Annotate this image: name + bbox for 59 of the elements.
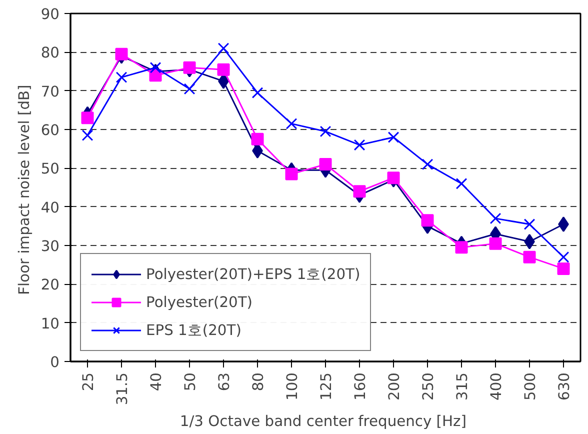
y-tick-label: 90	[40, 6, 60, 23]
x-axis-title: 1/3 Octave band center frequency [Hz]	[180, 413, 466, 430]
x-tick-label: 630	[556, 372, 573, 400]
point	[81, 112, 94, 124]
point	[116, 72, 128, 83]
point	[388, 132, 400, 143]
x-tick-label: 400	[488, 372, 505, 400]
y-tick-label: 80	[40, 44, 60, 62]
y-tick-label: 50	[40, 160, 60, 178]
point	[115, 48, 128, 60]
point	[524, 218, 536, 230]
point	[320, 126, 332, 138]
point	[285, 168, 298, 180]
point	[319, 158, 332, 171]
x-tick-label: 125	[318, 372, 335, 400]
point	[252, 87, 264, 98]
point	[82, 130, 94, 141]
y-tick-label: 60	[40, 122, 60, 139]
point	[353, 185, 366, 198]
point	[218, 42, 230, 54]
point	[286, 118, 298, 130]
x-tick-label: 31.5	[114, 372, 131, 406]
point	[489, 237, 502, 250]
y-tick-label: 0	[50, 354, 60, 371]
x-tick-label: 200	[386, 372, 403, 400]
point	[523, 250, 536, 264]
y-tick-label: 30	[40, 238, 60, 255]
x-tick-label: 50	[182, 372, 199, 392]
point	[251, 132, 264, 146]
y-tick-label: 10	[40, 315, 60, 332]
point	[490, 212, 502, 224]
point	[421, 214, 434, 227]
legend-label: EPS 1호(20T)	[146, 320, 242, 340]
x-tick-label: 40	[148, 372, 165, 392]
x-tick-label: 160	[352, 372, 369, 400]
point	[354, 139, 366, 151]
point	[183, 61, 196, 74]
legend-label: Polyester(20T)	[146, 294, 253, 310]
y-tick-label: 40	[40, 199, 60, 216]
x-tick-label: 315	[454, 372, 471, 400]
y-tick-label: 70	[40, 83, 60, 100]
legend-label: Polyester(20T)+EPS 1호(20T)	[146, 264, 360, 284]
x-tick-label: 80	[250, 372, 267, 392]
point	[455, 241, 468, 254]
y-axis-title: Floor impact noise level [dB]	[16, 84, 33, 295]
point	[217, 63, 230, 76]
x-tick-label: 25	[80, 372, 97, 392]
point	[557, 262, 570, 275]
point	[150, 62, 162, 74]
x-tick-label: 100	[284, 372, 301, 400]
x-tick-label: 500	[522, 372, 539, 400]
x-tick-label: 63	[216, 372, 233, 392]
y-tick-label: 20	[40, 276, 60, 294]
point	[456, 178, 468, 190]
x-tick-label: 250	[420, 372, 437, 400]
point	[387, 172, 400, 184]
point	[422, 158, 434, 170]
point	[184, 83, 196, 95]
point	[558, 251, 570, 263]
